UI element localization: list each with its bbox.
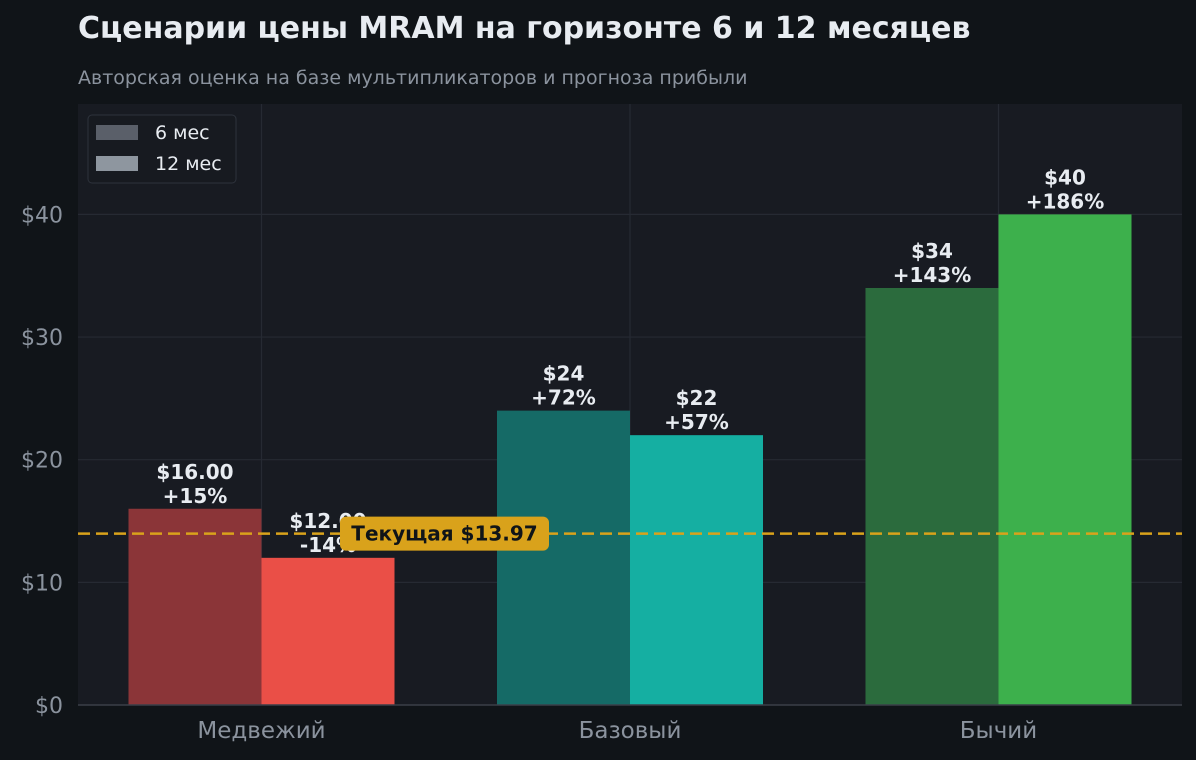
legend-label-12m: 12 мес	[155, 153, 222, 175]
legend-label-6m: 6 мес	[155, 122, 210, 144]
x-category-label: Бычий	[960, 718, 1037, 744]
y-axis-ticks: $0 $10 $20 $30 $40	[21, 203, 63, 719]
bar-value-label: $24	[543, 362, 585, 386]
legend: 6 мес 12 мес	[87, 114, 237, 184]
bar-6m	[128, 508, 262, 705]
bar-6m	[865, 287, 999, 705]
bar-change-label: +57%	[664, 410, 729, 434]
bar-value-label: $16.00	[156, 460, 233, 484]
y-tick-label: $0	[35, 694, 63, 719]
legend-swatch-12m	[96, 156, 138, 171]
reference-line-group: Текущая $13.97	[78, 516, 1182, 551]
bar-value-label: $40	[1044, 165, 1086, 189]
bar-6m	[497, 410, 630, 705]
reference-line-label: Текущая $13.97	[351, 522, 537, 546]
reference-line-badge	[340, 516, 549, 551]
chart-title: Сценарии цены MRAM на горизонте 6 и 12 м…	[78, 11, 971, 46]
y-tick-label: $30	[21, 326, 63, 351]
bar-12m	[998, 214, 1132, 705]
chart-subtitle: Авторская оценка на базе мультипликаторо…	[78, 67, 747, 89]
x-axis-categories: Медвежий Базовый Бычий	[197, 718, 1037, 744]
bar-change-label: +15%	[163, 484, 228, 508]
bar-value-label: $22	[676, 386, 718, 410]
legend-swatch-6m	[96, 125, 138, 140]
bar-value-label: $34	[911, 239, 953, 263]
y-tick-label: $10	[21, 571, 63, 596]
y-tick-label: $20	[21, 449, 63, 474]
bars	[128, 214, 1132, 705]
y-tick-label: $40	[21, 203, 63, 228]
x-category-label: Базовый	[579, 718, 682, 744]
bar-12m	[261, 557, 395, 705]
bar-change-label: +143%	[893, 263, 972, 287]
bar-change-label: +72%	[531, 386, 596, 410]
x-category-label: Медвежий	[197, 718, 325, 744]
bar-12m	[630, 435, 763, 705]
bar-change-label: +186%	[1026, 189, 1105, 213]
